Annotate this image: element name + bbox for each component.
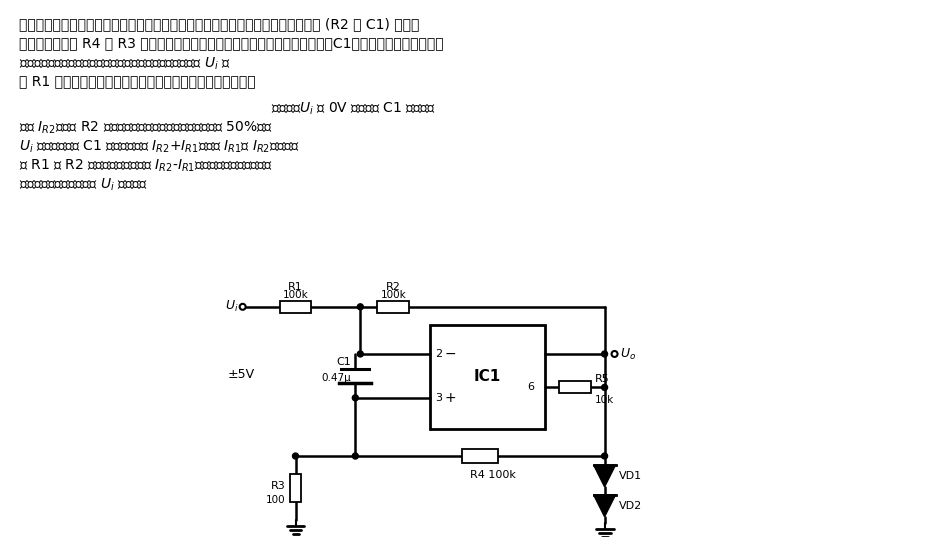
- Text: $U_i$: $U_i$: [225, 299, 239, 314]
- Bar: [377, 301, 410, 313]
- Text: 空比因数，占空因数是和 $U_i$ 成反比。: 空比因数，占空因数是和 $U_i$ 成反比。: [20, 176, 148, 193]
- Text: 6: 6: [527, 383, 534, 392]
- Bar: [430, 325, 545, 429]
- Polygon shape: [593, 495, 616, 516]
- Circle shape: [602, 453, 607, 459]
- Text: 100k: 100k: [283, 290, 309, 300]
- Text: 输入电压$U_i$ 为 0V 时，电容 C1 充、放电: 输入电压$U_i$ 为 0V 时，电容 C1 充、放电: [271, 101, 436, 117]
- Polygon shape: [593, 465, 616, 487]
- Circle shape: [611, 351, 618, 357]
- Text: ±5V: ±5V: [228, 368, 255, 381]
- Text: −: −: [444, 347, 455, 361]
- Text: IC1: IC1: [474, 370, 501, 385]
- Text: R5: R5: [594, 374, 609, 385]
- Text: 100: 100: [266, 495, 285, 505]
- Text: 10k: 10k: [594, 395, 614, 405]
- Circle shape: [357, 304, 363, 310]
- Text: 100k: 100k: [381, 290, 406, 300]
- Text: +: +: [444, 391, 455, 405]
- Text: 0.47μ: 0.47μ: [322, 373, 352, 383]
- Text: 3: 3: [435, 393, 442, 403]
- Circle shape: [357, 351, 363, 357]
- Bar: [462, 449, 498, 463]
- Text: $U_o$: $U_o$: [620, 346, 635, 362]
- Text: R3: R3: [271, 481, 285, 491]
- Text: 反馈回路，电阻 R4 和 R3 构成正反馈回路。由于正反馈量比较小，定时电容器C1的充、放电所建立的电压: 反馈回路，电阻 R4 和 R3 构成正反馈回路。由于正反馈量比较小，定时电容器C…: [20, 36, 444, 50]
- Text: 本电路由无稳态多谐振荡器构成脉冲宽度调制器。在无稳态多谐振荡器中，积分器 (R2 和 C1) 构成负: 本电路由无稳态多谐振荡器构成脉冲宽度调制器。在无稳态多谐振荡器中，积分器 (R2…: [20, 17, 420, 31]
- Bar: [280, 301, 312, 313]
- Text: R4 100k: R4 100k: [470, 470, 516, 480]
- Text: VD2: VD2: [619, 501, 642, 511]
- Circle shape: [353, 453, 358, 459]
- Bar: [289, 474, 301, 502]
- Circle shape: [353, 395, 358, 401]
- Circle shape: [240, 304, 245, 310]
- Circle shape: [602, 385, 607, 391]
- Circle shape: [293, 453, 299, 459]
- Text: $U_i$ 为正时，电容 C1 的充电电流是 $I_{R2}$+$I_{R1}$，其中 $I_{R1}$和 $I_{R2}$分别为流: $U_i$ 为正时，电容 C1 的充电电流是 $I_{R2}$+$I_{R1}$…: [20, 139, 300, 155]
- Text: R2: R2: [385, 282, 400, 292]
- Text: 2: 2: [435, 349, 442, 359]
- Bar: [559, 381, 591, 393]
- Text: R1: R1: [288, 282, 303, 292]
- Text: 过 R1 输入到比较器的反相输入端，即可实现脉冲宽度调制。: 过 R1 输入到比较器的反相输入端，即可实现脉冲宽度调制。: [20, 74, 256, 88]
- Text: 只有几个毫伏。如果将直流电压或比振荡频率低的调制信号 $U_i$ 通: 只有几个毫伏。如果将直流电压或比振荡频率低的调制信号 $U_i$ 通: [20, 55, 231, 72]
- Text: 经 R1 和 R2 的电流。放电电流是 $I_{R2}$-$I_{R1}$，这样就改变了输出的占: 经 R1 和 R2 的电流。放电电流是 $I_{R2}$-$I_{R1}$，这样…: [20, 158, 273, 174]
- Circle shape: [602, 351, 607, 357]
- Text: C1: C1: [337, 357, 352, 367]
- Text: 电流 $I_{R2}$（流经 R2 的电流）是相等的，因此占空比因数为 50%。当: 电流 $I_{R2}$（流经 R2 的电流）是相等的，因此占空比因数为 50%。…: [20, 120, 272, 136]
- Text: VD1: VD1: [619, 471, 642, 481]
